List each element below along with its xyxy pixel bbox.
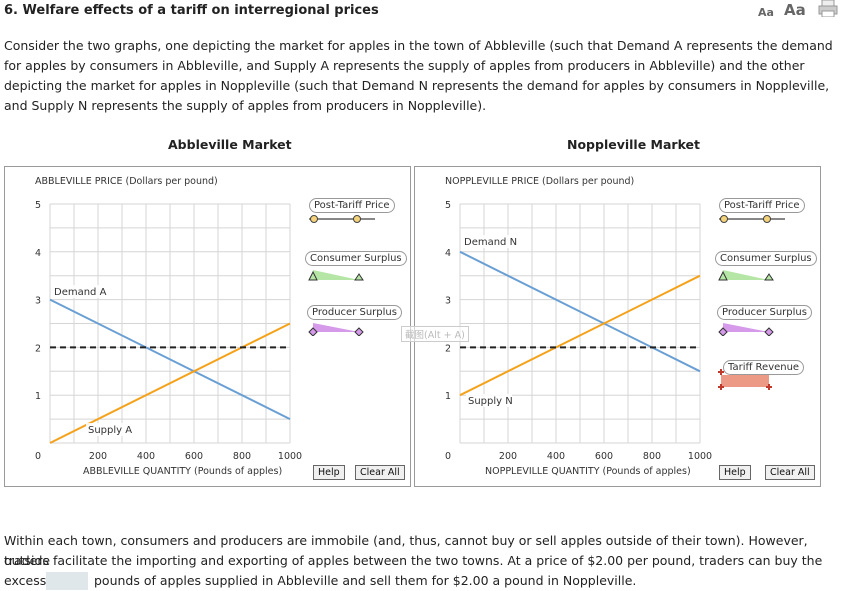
x-tick-label: 800 <box>233 451 251 462</box>
font-decrease-button[interactable]: Aa <box>758 6 774 19</box>
curve-label-bg <box>462 235 516 248</box>
y-tick-label: 0 <box>35 451 41 462</box>
noppleville-market-title: Noppleville Market <box>567 137 701 152</box>
noppleville-x-axis-title: NOPPLEVILLE QUANTITY (Pounds of apples) <box>485 466 691 477</box>
x-tick-label: 600 <box>185 451 203 462</box>
noppleville-help-button[interactable]: Help <box>719 465 751 480</box>
y-tick-label: 1 <box>445 391 451 402</box>
x-tick-label: 600 <box>595 451 613 462</box>
noppleville-graph-panel: NOPPLEVILLE PRICE (Dollars per pound) NO… <box>401 166 821 487</box>
demand-curve <box>459 250 701 373</box>
x-tick-label: 200 <box>89 451 107 462</box>
producer-surplus-tool-icon[interactable] <box>717 320 777 336</box>
producer-surplus-legend[interactable]: Producer Surplus <box>307 305 402 320</box>
noppleville-clear-all-button[interactable]: Clear All <box>765 465 815 480</box>
x-tick-label: 200 <box>499 451 517 462</box>
y-tick-label: 1 <box>35 391 41 402</box>
outro-excess-label: excess <box>4 573 47 588</box>
supply-a-label: Supply A <box>88 425 132 436</box>
post-tariff-price-legend[interactable]: Post-Tariff Price <box>719 198 805 213</box>
y-tick-label: 4 <box>35 248 41 259</box>
demand-curve <box>49 298 291 420</box>
y-tick-label: 5 <box>445 200 451 211</box>
x-tick-label: 800 <box>643 451 661 462</box>
x-tick-label: 1000 <box>688 451 712 462</box>
excess-quantity-input[interactable] <box>46 572 88 590</box>
y-tick-label: 0 <box>445 451 451 462</box>
x-tick-label: 400 <box>547 451 565 462</box>
abbleville-x-axis-title: ABBLEVILLE QUANTITY (Pounds of apples) <box>83 466 283 477</box>
consumer-surplus-tool-icon[interactable] <box>307 266 367 282</box>
abbleville-chart[interactable]: 5 4 3 2 1 0 200 400 600 800 1000 Demand A Supply A <box>5 167 410 486</box>
question-title: 6. Welfare effects of a tariff on interr… <box>4 3 379 18</box>
post-tariff-price-legend[interactable]: Post-Tariff Price <box>309 198 395 213</box>
abbleville-clear-all-button[interactable]: Clear All <box>355 465 405 480</box>
y-tick-label: 2 <box>35 343 41 354</box>
x-tick-label: 1000 <box>278 451 302 462</box>
consumer-surplus-legend[interactable]: Consumer Surplus <box>715 251 817 266</box>
tariff-revenue-legend[interactable]: Tariff Revenue <box>723 360 805 375</box>
x-tick-label: 400 <box>137 451 155 462</box>
print-icon[interactable] <box>818 0 838 17</box>
outro-line-1: Within each town, consumers and producer… <box>4 533 808 568</box>
intro-paragraph: Consider the two graphs, one depicting t… <box>4 38 833 113</box>
curve-label-bg <box>86 423 132 436</box>
abbleville-market-title: Abbleville Market <box>168 137 292 152</box>
abbleville-help-button[interactable]: Help <box>313 465 345 480</box>
curve-label-bg <box>52 285 106 298</box>
abbleville-graph-panel: ABBLEVILLE PRICE (Dollars per pound) ABB… <box>4 166 411 487</box>
y-tick-label: 3 <box>445 296 451 307</box>
post-tariff-price-tool-icon[interactable] <box>717 212 789 226</box>
post-tariff-price-tool-icon[interactable] <box>307 212 379 226</box>
noppleville-y-axis-title: NOPPLEVILLE PRICE (Dollars per pound) <box>445 176 635 187</box>
y-tick-label: 2 <box>445 343 451 354</box>
noppleville-chart[interactable]: 5 4 3 2 1 0 200 400 600 800 1000 Demand N Supply N <box>415 167 820 486</box>
outro-line-2: traders facilitate the importing and exp… <box>4 553 823 568</box>
outro-line-3: pounds of apples supplied in Abbleville … <box>94 573 637 588</box>
abbleville-y-axis-title: ABBLEVILLE PRICE (Dollars per pound) <box>35 176 218 187</box>
y-tick-label: 5 <box>35 200 41 211</box>
font-increase-button[interactable]: Aa <box>784 1 806 19</box>
supply-curve <box>459 274 701 397</box>
demand-a-label: Demand A <box>54 287 107 298</box>
consumer-surplus-legend[interactable]: Consumer Surplus <box>305 251 407 266</box>
producer-surplus-legend[interactable]: Producer Surplus <box>717 305 812 320</box>
tariff-revenue-tool-icon[interactable] <box>715 367 779 391</box>
y-tick-label: 4 <box>445 248 451 259</box>
curve-label-bg <box>466 394 512 407</box>
screenshot-watermark: 截图(Alt + A) <box>401 326 469 342</box>
producer-surplus-tool-icon[interactable] <box>307 320 367 336</box>
consumer-surplus-tool-icon[interactable] <box>717 266 777 282</box>
supply-n-label: Supply N <box>468 396 513 407</box>
y-tick-label: 3 <box>35 296 41 307</box>
demand-n-label: Demand N <box>464 237 517 248</box>
